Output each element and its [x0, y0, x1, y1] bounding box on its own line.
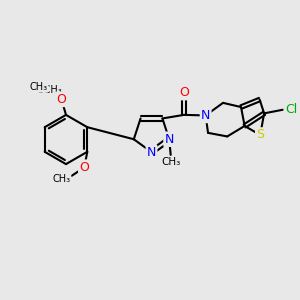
Text: O: O: [57, 93, 66, 106]
Text: O: O: [57, 93, 66, 106]
Text: O: O: [57, 93, 66, 106]
Text: O: O: [179, 86, 189, 99]
Text: N: N: [164, 133, 174, 146]
Text: O: O: [80, 161, 89, 174]
Text: OCH₃: OCH₃: [35, 85, 63, 95]
Text: OCH₃: OCH₃: [36, 85, 62, 95]
Text: N: N: [147, 146, 156, 159]
Text: CH₃: CH₃: [29, 82, 47, 92]
Text: CH₃: CH₃: [52, 174, 70, 184]
Text: S: S: [256, 128, 264, 142]
Text: CH₃: CH₃: [161, 157, 180, 167]
Text: N: N: [201, 109, 210, 122]
Text: O: O: [80, 161, 89, 174]
Text: Cl: Cl: [285, 103, 297, 116]
